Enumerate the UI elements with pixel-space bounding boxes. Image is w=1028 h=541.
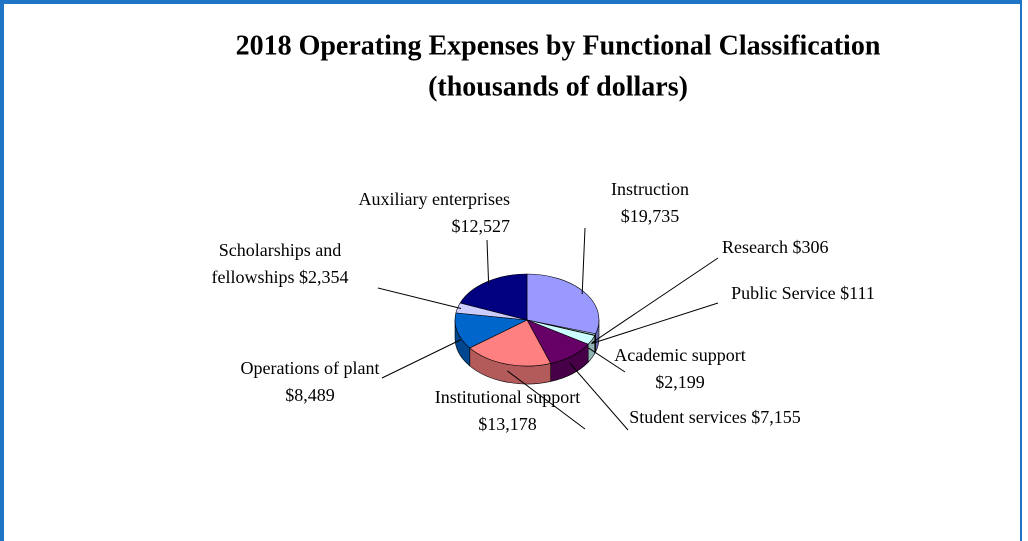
category-label: Auxiliary enterprises: [358, 189, 510, 209]
leader-line: [569, 362, 629, 431]
leader-line: [581, 227, 586, 295]
value-label: $2,199: [655, 372, 705, 392]
value-label: $8,489: [285, 385, 335, 405]
leader-line: [381, 339, 461, 379]
category-label: Research: [722, 237, 788, 257]
data-label: Operations of plant $8,489: [235, 355, 385, 409]
category-label: Institutional support: [434, 387, 581, 407]
data-label: Instruction $19,735: [590, 176, 710, 230]
category-label: Scholarships and fellowships: [211, 240, 342, 287]
category-label: Public Service: [731, 283, 836, 303]
data-label: Student services $7,155: [620, 404, 810, 431]
leader-line: [507, 370, 586, 430]
data-label: Scholarships and fellowships $2,354: [180, 237, 380, 291]
leader-line: [591, 257, 719, 344]
category-label: Academic support: [614, 345, 746, 365]
value-label: $7,155: [751, 407, 801, 427]
pie-slice: [459, 273, 528, 321]
leader-line: [588, 347, 626, 373]
data-label: Auxiliary enterprises $12,527: [320, 186, 510, 240]
category-label: Operations of plant: [240, 358, 380, 378]
leader-line: [377, 287, 462, 309]
value-label: $19,735: [620, 206, 680, 226]
value-label: $13,178: [478, 414, 537, 434]
leader-line: [591, 302, 719, 345]
data-label: Institutional support $13,178: [425, 384, 590, 438]
value-label: $306: [792, 237, 829, 257]
pie-slice: [454, 312, 529, 349]
value-label: $111: [840, 283, 875, 303]
data-label: Public Service $111: [728, 280, 878, 307]
data-label: Research $306: [722, 234, 892, 261]
chart-subtitle: (thousands of dollars): [428, 71, 688, 102]
chart-title: 2018 Operating Expenses by Functional Cl…: [236, 30, 881, 61]
pie-slice: [469, 319, 552, 367]
category-label: Student services: [629, 407, 747, 427]
value-label: $2,354: [299, 267, 349, 287]
data-label: Academic support $2,199: [600, 342, 760, 396]
category-label: Instruction: [611, 179, 689, 199]
pie-slice: [526, 273, 600, 335]
value-label: $12,527: [451, 216, 511, 236]
leader-line: [486, 239, 490, 284]
